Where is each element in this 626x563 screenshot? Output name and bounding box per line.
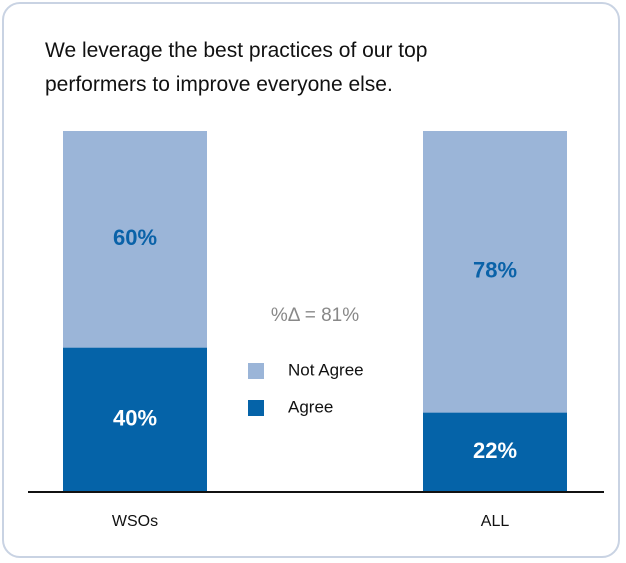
legend-label: Not Agree [288,360,364,379]
x-tick-label: WSOs [112,513,158,530]
value-label: 60% [113,225,157,250]
card [2,2,620,558]
annotation: %Δ = 81% [271,305,359,326]
bar-segment [63,131,207,348]
legend-label: Agree [288,397,333,416]
legend-swatch [248,400,264,416]
value-label: 40% [113,406,157,431]
value-label: 22% [473,438,517,463]
legend-swatch [248,363,264,379]
value-label: 78% [473,258,517,283]
x-tick-label: ALL [481,513,510,530]
bar-segment [63,347,207,492]
chart-title: We leverage the best practices of our to… [45,39,428,96]
bar-segment [423,412,567,492]
bar-segment [423,131,567,413]
